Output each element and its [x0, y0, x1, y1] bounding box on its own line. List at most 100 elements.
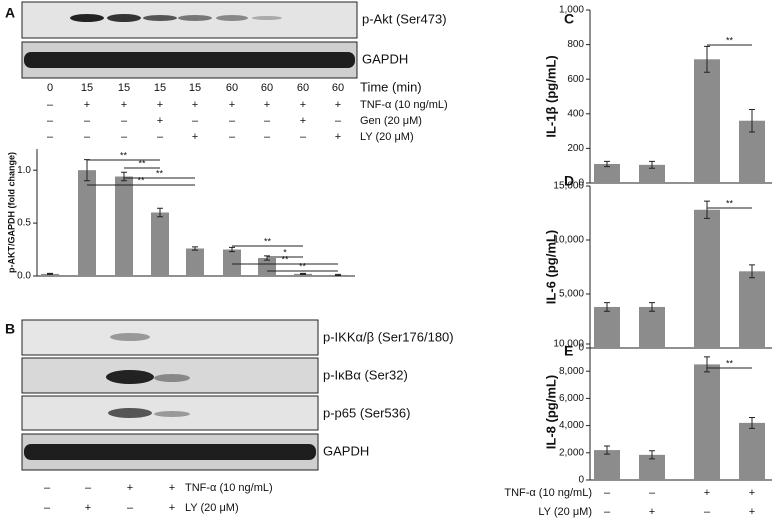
bar — [694, 364, 720, 480]
condition-cell: – — [335, 115, 342, 127]
error-bar — [749, 416, 755, 429]
blot-label: p-IκBα (Ser32) — [323, 367, 408, 382]
condition-cell: 60 — [297, 82, 309, 94]
condition-cell: – — [604, 487, 611, 499]
condition-cell: + — [300, 99, 306, 111]
band — [252, 16, 282, 20]
condition-label: TNF-α (10 ng/mL) — [185, 482, 273, 494]
error-bar — [192, 246, 198, 251]
condition-cell: + — [335, 131, 341, 143]
bar — [639, 306, 665, 348]
blot-label: GAPDH — [362, 51, 408, 66]
condition-cell: – — [264, 131, 271, 143]
condition-label: Gen (20 μM) — [360, 115, 422, 127]
blot-label: p-IKKα/β (Ser176/180) — [323, 329, 454, 344]
condition-cell: – — [229, 115, 236, 127]
y-tick-label: 200 — [567, 143, 584, 154]
significance-label: ** — [726, 35, 734, 45]
condition-cell: – — [649, 487, 656, 499]
significance-label: ** — [120, 150, 128, 160]
condition-label: LY (20 μM) — [185, 502, 239, 514]
condition-cell: 60 — [226, 82, 238, 94]
condition-cell: – — [47, 115, 54, 127]
band — [107, 14, 141, 22]
bar — [594, 306, 620, 348]
condition-cell: + — [121, 99, 127, 111]
bar — [739, 271, 765, 348]
y-tick-label: 0.0 — [17, 271, 31, 282]
condition-cell: + — [229, 99, 235, 111]
condition-cell: + — [84, 99, 90, 111]
band — [24, 52, 355, 68]
condition-cell: – — [264, 115, 271, 127]
condition-label: LY (20 μM) — [360, 131, 414, 143]
y-tick-label: 0.5 — [17, 218, 31, 229]
error-bar — [749, 108, 755, 133]
bar — [694, 209, 720, 348]
error-bar — [121, 171, 127, 182]
band — [154, 374, 190, 382]
condition-cell: 15 — [81, 82, 93, 94]
condition-label: LY (20 μM) — [538, 506, 592, 518]
band — [178, 15, 212, 21]
condition-cell: – — [704, 506, 711, 518]
bar — [186, 248, 204, 276]
condition-cell: – — [121, 131, 128, 143]
y-axis-label: p-AKT/GAPDH (fold change) — [6, 152, 16, 273]
bar — [78, 170, 96, 276]
condition-cell: + — [264, 99, 270, 111]
condition-cell: + — [192, 99, 198, 111]
error-bar — [649, 160, 655, 169]
condition-cell: + — [169, 502, 175, 514]
condition-cell: – — [44, 502, 51, 514]
condition-cell: – — [127, 502, 134, 514]
bar — [594, 163, 620, 183]
panel-letter: E — [564, 343, 573, 359]
condition-cell: – — [47, 131, 54, 143]
panel-letter: D — [564, 173, 574, 189]
error-bar — [229, 246, 235, 253]
condition-cell: + — [169, 482, 175, 494]
blot-label: GAPDH — [323, 443, 369, 458]
significance-label: ** — [264, 236, 272, 246]
blot — [21, 319, 319, 356]
condition-cell: – — [604, 506, 611, 518]
y-tick-label: 1.0 — [17, 165, 31, 176]
y-tick-label: 0 — [578, 343, 584, 354]
significance-label: * — [283, 247, 287, 257]
y-axis-label: IL-8 (pg/mL) — [543, 375, 558, 449]
error-bar — [335, 273, 341, 276]
condition-cell: + — [192, 131, 198, 143]
y-tick-label: 10,000 — [553, 339, 584, 350]
band — [24, 444, 316, 460]
error-bar — [157, 207, 163, 218]
error-bar — [749, 264, 755, 279]
band — [154, 411, 190, 417]
y-tick-label: 2,000 — [559, 447, 584, 458]
condition-cell: 60 — [332, 82, 344, 94]
bar — [739, 422, 765, 480]
y-tick-label: 800 — [567, 39, 584, 50]
condition-cell: – — [84, 115, 91, 127]
condition-cell: + — [300, 115, 306, 127]
y-tick-label: 10,000 — [553, 235, 584, 246]
condition-label: TNF-α (10 ng/mL) — [504, 487, 592, 499]
condition-cell: + — [649, 506, 655, 518]
band — [70, 14, 104, 22]
bar — [294, 273, 312, 276]
significance-label: ** — [726, 198, 734, 208]
y-tick-label: 1,000 — [559, 5, 584, 16]
significance-label: ** — [281, 254, 289, 264]
significance-label: ** — [299, 261, 307, 271]
bar — [115, 176, 133, 276]
error-bar — [649, 450, 655, 460]
condition-cell: – — [300, 131, 307, 143]
panel-letter: C — [564, 11, 574, 27]
panel-letter: A — [5, 5, 15, 21]
bar — [151, 212, 169, 276]
significance-label: ** — [156, 168, 164, 178]
bar — [639, 164, 665, 183]
band — [106, 370, 154, 384]
bar — [41, 273, 59, 276]
